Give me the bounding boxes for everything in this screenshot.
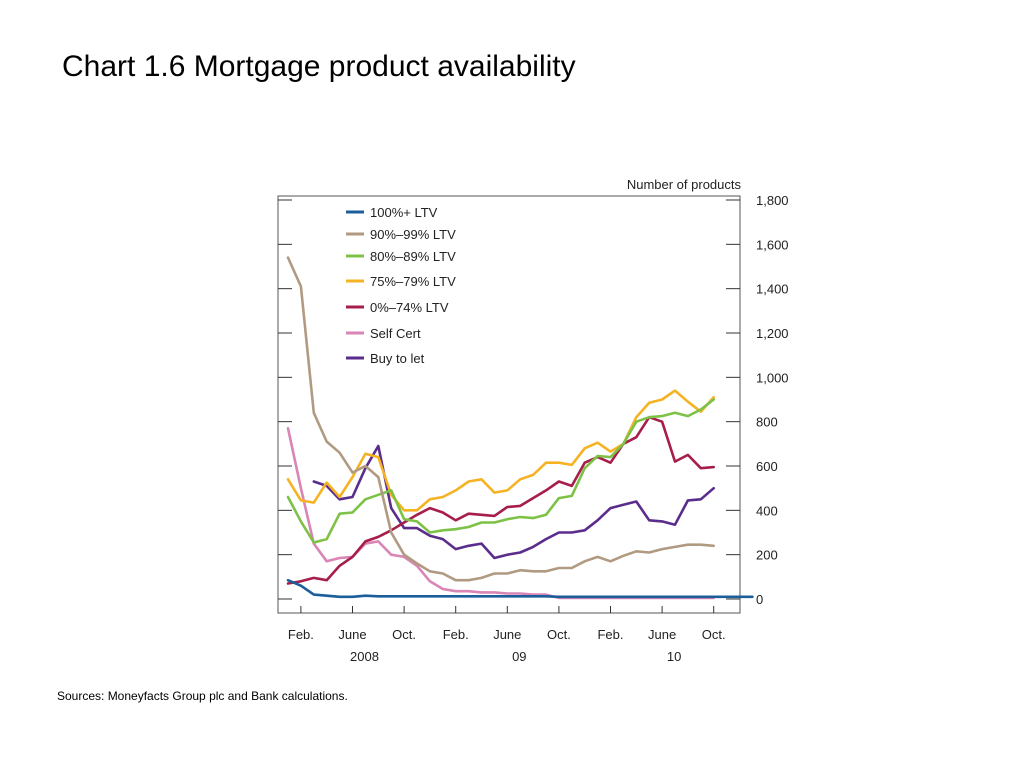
y-tick-label: 1,400 <box>756 282 789 297</box>
legend-label: 0%–74% LTV <box>370 300 449 315</box>
y-tick-label: 1,000 <box>756 370 789 385</box>
x-tick-label: Oct. <box>702 627 726 642</box>
x-tick-label: Feb. <box>288 627 314 642</box>
series-line-0-74-ltv <box>286 415 716 585</box>
x-axis: Feb. June Oct. Feb. June Oct. Feb. June Oct. 2008… <box>288 606 726 664</box>
y-axis-label: Number of products <box>627 177 742 192</box>
x-tick-label: Feb. <box>443 627 469 642</box>
series-line-75-79-ltv <box>286 389 716 512</box>
legend-label: 100%+ LTV <box>370 205 438 220</box>
x-year-label: 10 <box>667 649 681 664</box>
legend-label: 80%–89% LTV <box>370 249 456 264</box>
legend-label: Buy to let <box>370 351 425 366</box>
legend-label: Self Cert <box>370 326 421 341</box>
x-year-label: 09 <box>512 649 526 664</box>
series-line-buy-to-let <box>312 444 716 560</box>
y-tick-label: 200 <box>756 548 778 563</box>
y-tick-label: 0 <box>756 592 763 607</box>
x-tick-label: June <box>338 627 366 642</box>
legend-label: 75%–79% LTV <box>370 274 456 289</box>
x-tick-label: June <box>493 627 521 642</box>
x-tick-label: Oct. <box>547 627 571 642</box>
legend: 100%+ LTV 90%–99% LTV 80%–89% LTV 75%–79% L… <box>346 205 456 366</box>
slide-title: Chart 1.6 Mortgage product availability <box>62 50 576 83</box>
y-tick-label: 600 <box>756 459 778 474</box>
series-line-90-99-ltv <box>286 256 716 582</box>
y-tick-label: 1,600 <box>756 237 789 252</box>
series-line-100-ltv <box>286 578 754 599</box>
x-year-label: 2008 <box>350 649 379 664</box>
x-tick-label: Feb. <box>597 627 623 642</box>
series-layer <box>286 256 754 600</box>
x-tick-label: June <box>648 627 676 642</box>
plot-frame <box>277 195 741 614</box>
y-tick-label: 1,200 <box>756 326 789 341</box>
y-axis: 0 200 400 600 800 1,000 1,200 1,400 1,600 1,800 <box>278 193 789 607</box>
sources-footnote: Sources: Moneyfacts Group plc and Bank c… <box>57 689 348 703</box>
legend-label: 90%–99% LTV <box>370 227 456 242</box>
y-tick-label: 800 <box>756 415 778 430</box>
series-line-80-89-ltv <box>286 398 716 544</box>
y-tick-label: 400 <box>756 503 778 518</box>
y-tick-label: 1,800 <box>756 193 789 208</box>
x-tick-label: Oct. <box>392 627 416 642</box>
